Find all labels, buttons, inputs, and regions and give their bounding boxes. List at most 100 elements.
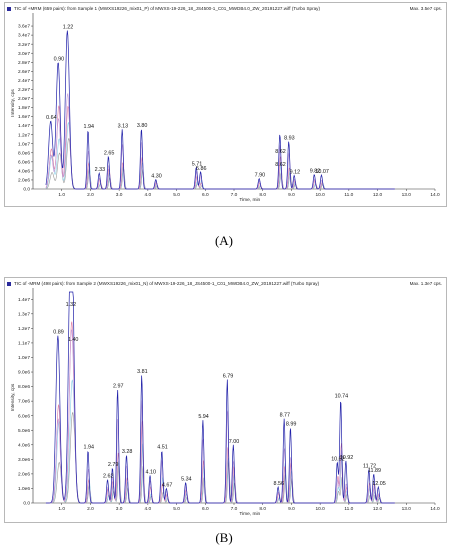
panel-a-max-label: Max. 3.5e7 cps. bbox=[409, 6, 442, 11]
chart-b-peak-label: 6.79 bbox=[223, 373, 234, 379]
chart-a-y-tick-label: 2.0e7 bbox=[18, 96, 30, 102]
chart-a-x-tick-label: 1.0 bbox=[58, 192, 65, 198]
chart-b-peak-label: 3.81 bbox=[137, 369, 148, 375]
panel-a-header: TIC of +MRM (659 pairs): from Sample 1 (… bbox=[5, 3, 446, 15]
chart-a-y-tick-label: 3.2e7 bbox=[18, 42, 30, 48]
chart-a-x-tick-label: 8.0 bbox=[259, 192, 266, 198]
chart-b-y-tick-label: 7.0e6 bbox=[18, 399, 30, 405]
chart-b-y-tick-label: 2.0e6 bbox=[18, 471, 30, 477]
chart-b-y-tick-label: 1.3e7 bbox=[18, 311, 30, 317]
chart-b-peak-label: 8.56 bbox=[274, 481, 285, 487]
chart-a-x-tick-label: 5.0 bbox=[173, 192, 180, 198]
chart-a-y-tick-label: 4.0e6 bbox=[18, 168, 30, 174]
chart-b-peak-label: 11.72 bbox=[363, 464, 376, 470]
chart-b-peak-label: 4.67 bbox=[162, 482, 173, 488]
chart-a-y-tick-label: 8.0e6 bbox=[18, 150, 30, 156]
chart-b-y-tick-label: 8.0e6 bbox=[18, 384, 30, 390]
chart-b-x-axis-title: Time, min bbox=[239, 511, 260, 517]
chart-b-x-tick-label: 2.0 bbox=[87, 506, 94, 512]
chart-b-x-tick-label: 7.0 bbox=[231, 506, 238, 512]
chart-a-y-tick-label: 2.8e7 bbox=[18, 60, 30, 66]
chart-a-peak-label: 10.07 bbox=[315, 169, 329, 175]
chart-a-plot: 1.0 2.0 3.0 4.0 5.0 6.0 7.0 8.0 9.0 10.0 11.0 12.0 1… bbox=[10, 13, 440, 203]
chart-b-peak-label: 12.05 bbox=[372, 481, 386, 487]
chart-a-peak-label: 2.65 bbox=[104, 150, 115, 156]
chart-a-x-tick-label: 6.0 bbox=[202, 192, 209, 198]
chart-a-x-tick-label: 3.0 bbox=[116, 192, 123, 198]
chart-a-peak-label: 1.22 bbox=[63, 25, 74, 31]
chart-b-peak-label: 2.97 bbox=[113, 383, 124, 389]
chart-a-x-tick-label: 12.0 bbox=[373, 192, 383, 198]
chart-b-peak-label: 11.89 bbox=[368, 468, 381, 474]
chart-a-peak-label: 5.71 bbox=[192, 161, 203, 167]
chart-a-peak-label: 7.90 bbox=[255, 173, 266, 179]
chart-b-x-tick-label: 11.0 bbox=[344, 506, 353, 512]
chart-b-peak-label: 10.74 bbox=[335, 394, 349, 400]
chart-b-y-tick-label: 4.0e6 bbox=[18, 442, 30, 448]
chart-b-peak-label: 1.40 bbox=[68, 337, 79, 343]
chart-a-y-tick-label: 1.6e7 bbox=[18, 114, 30, 120]
chart-b-peak-label: 0.89 bbox=[53, 330, 64, 336]
chart-a-y-tick-label: 2.0e6 bbox=[18, 178, 30, 184]
chart-b-y-tick-label: 1.4e7 bbox=[18, 297, 30, 303]
chart-b-x-tick-label: 8.0 bbox=[259, 506, 266, 512]
chart-a-peak-label: 9.82 bbox=[310, 169, 321, 175]
chart-a-x-tick-label: 14.0 bbox=[430, 192, 440, 198]
chart-b-y-tick-label: 1.0e6 bbox=[18, 486, 30, 492]
chart-b-peak-label: 1.94 bbox=[83, 445, 94, 451]
chart-b-y-tick-label: 3.0e6 bbox=[18, 457, 30, 463]
chart-a-y-tick-label: 1.0e7 bbox=[18, 141, 30, 147]
chart-a-y-tick-label: 0.0 bbox=[23, 187, 30, 193]
chart-b-peak-label: 10.62 bbox=[331, 456, 345, 462]
chart-b-y-axis-title: Intensity, cps bbox=[10, 383, 16, 411]
chart-b-peak-label: 8.99 bbox=[286, 421, 297, 427]
chart-a-peak-label: 2.33 bbox=[95, 167, 106, 173]
chart-b-y-tick-label: 1.1e7 bbox=[18, 341, 30, 347]
chart-a-y-tick-label: 1.2e7 bbox=[18, 132, 30, 138]
chart-b-x-tick-label: 10.0 bbox=[315, 506, 325, 512]
chart-b-peak-label: 5.34 bbox=[181, 477, 192, 483]
chart-a-x-tick-label: 7.0 bbox=[231, 192, 238, 198]
chart-b-x-tick-label: 12.0 bbox=[373, 506, 383, 512]
chart-a-trace-line bbox=[45, 30, 395, 190]
chart-a-y-tick-label: 3.4e7 bbox=[18, 33, 30, 39]
chart-a-peak-label: 8.62 bbox=[275, 149, 286, 155]
chart-a-peak-label: 1.94 bbox=[83, 124, 94, 130]
chart-a-y-tick-label: 2.2e7 bbox=[18, 87, 30, 93]
chart-b-y-tick-label: 0.0 bbox=[23, 501, 30, 507]
chart-a-x-tick-label: 4.0 bbox=[145, 192, 152, 198]
chart-b-peak-label: 5.94 bbox=[198, 414, 209, 420]
chart-a-x-tick-label: 11.0 bbox=[344, 192, 353, 198]
chart-a-trace-line bbox=[45, 92, 395, 190]
panel-b-max-label: Max. 1.3e7 cps. bbox=[409, 281, 442, 286]
chart-b-peak-label: 3.28 bbox=[122, 449, 133, 455]
chart-a-peak-label: 0.64 bbox=[46, 115, 57, 121]
panel-a-header-swatch bbox=[7, 7, 11, 11]
chart-a-peak-label: 5.86 bbox=[196, 166, 207, 172]
chart-a-y-tick-label: 1.8e7 bbox=[18, 105, 30, 111]
chart-b-x-tick-label: 3.0 bbox=[116, 506, 123, 512]
chart-panel-b: TIC of -MRM (498 pairs): from Sample 2 (… bbox=[4, 277, 447, 523]
chart-a-peak-label: 4.30 bbox=[151, 173, 162, 179]
chart-a-peak-label: 8.93 bbox=[284, 135, 295, 141]
chart-b-peak-label: 10.92 bbox=[340, 455, 354, 461]
chart-b-x-tick-label: 1.0 bbox=[58, 506, 65, 512]
panel-b-header-swatch bbox=[7, 282, 11, 286]
panel-b-header: TIC of -MRM (498 pairs): from Sample 2 (… bbox=[5, 278, 446, 290]
chart-b-peak-label: 4.10 bbox=[145, 469, 156, 475]
chart-a-peak-label: 8.62 bbox=[275, 162, 286, 168]
panel-a-caption: (A) bbox=[214, 233, 234, 248]
chart-a-y-tick-label: 2.4e7 bbox=[18, 78, 30, 84]
chart-b-x-tick-label: 9.0 bbox=[288, 506, 295, 512]
chart-a-y-tick-label: 3.6e7 bbox=[18, 24, 30, 30]
chart-a-peak-label: 3.80 bbox=[137, 123, 148, 129]
panel-a-header-text: TIC of +MRM (659 pairs): from Sample 1 (… bbox=[14, 6, 320, 11]
chart-b-peak-label: 2.62 bbox=[103, 474, 114, 480]
chart-b-x-tick-label: 5.0 bbox=[173, 506, 180, 512]
chart-a-x-tick-label: 9.0 bbox=[288, 192, 295, 198]
chart-b-plot: 1.0 2.0 3.0 4.0 5.0 6.0 7.0 8.0 9.0 10.0 11.0 12.0 1… bbox=[10, 288, 440, 517]
chart-a-y-axis-title: Intensity, cps bbox=[10, 89, 16, 117]
chart-b-peak-label: 1.32 bbox=[66, 302, 77, 308]
panel-b-header-text: TIC of -MRM (498 pairs): from Sample 2 (… bbox=[14, 281, 320, 286]
chart-a-y-tick-label: 1.4e7 bbox=[18, 123, 30, 129]
